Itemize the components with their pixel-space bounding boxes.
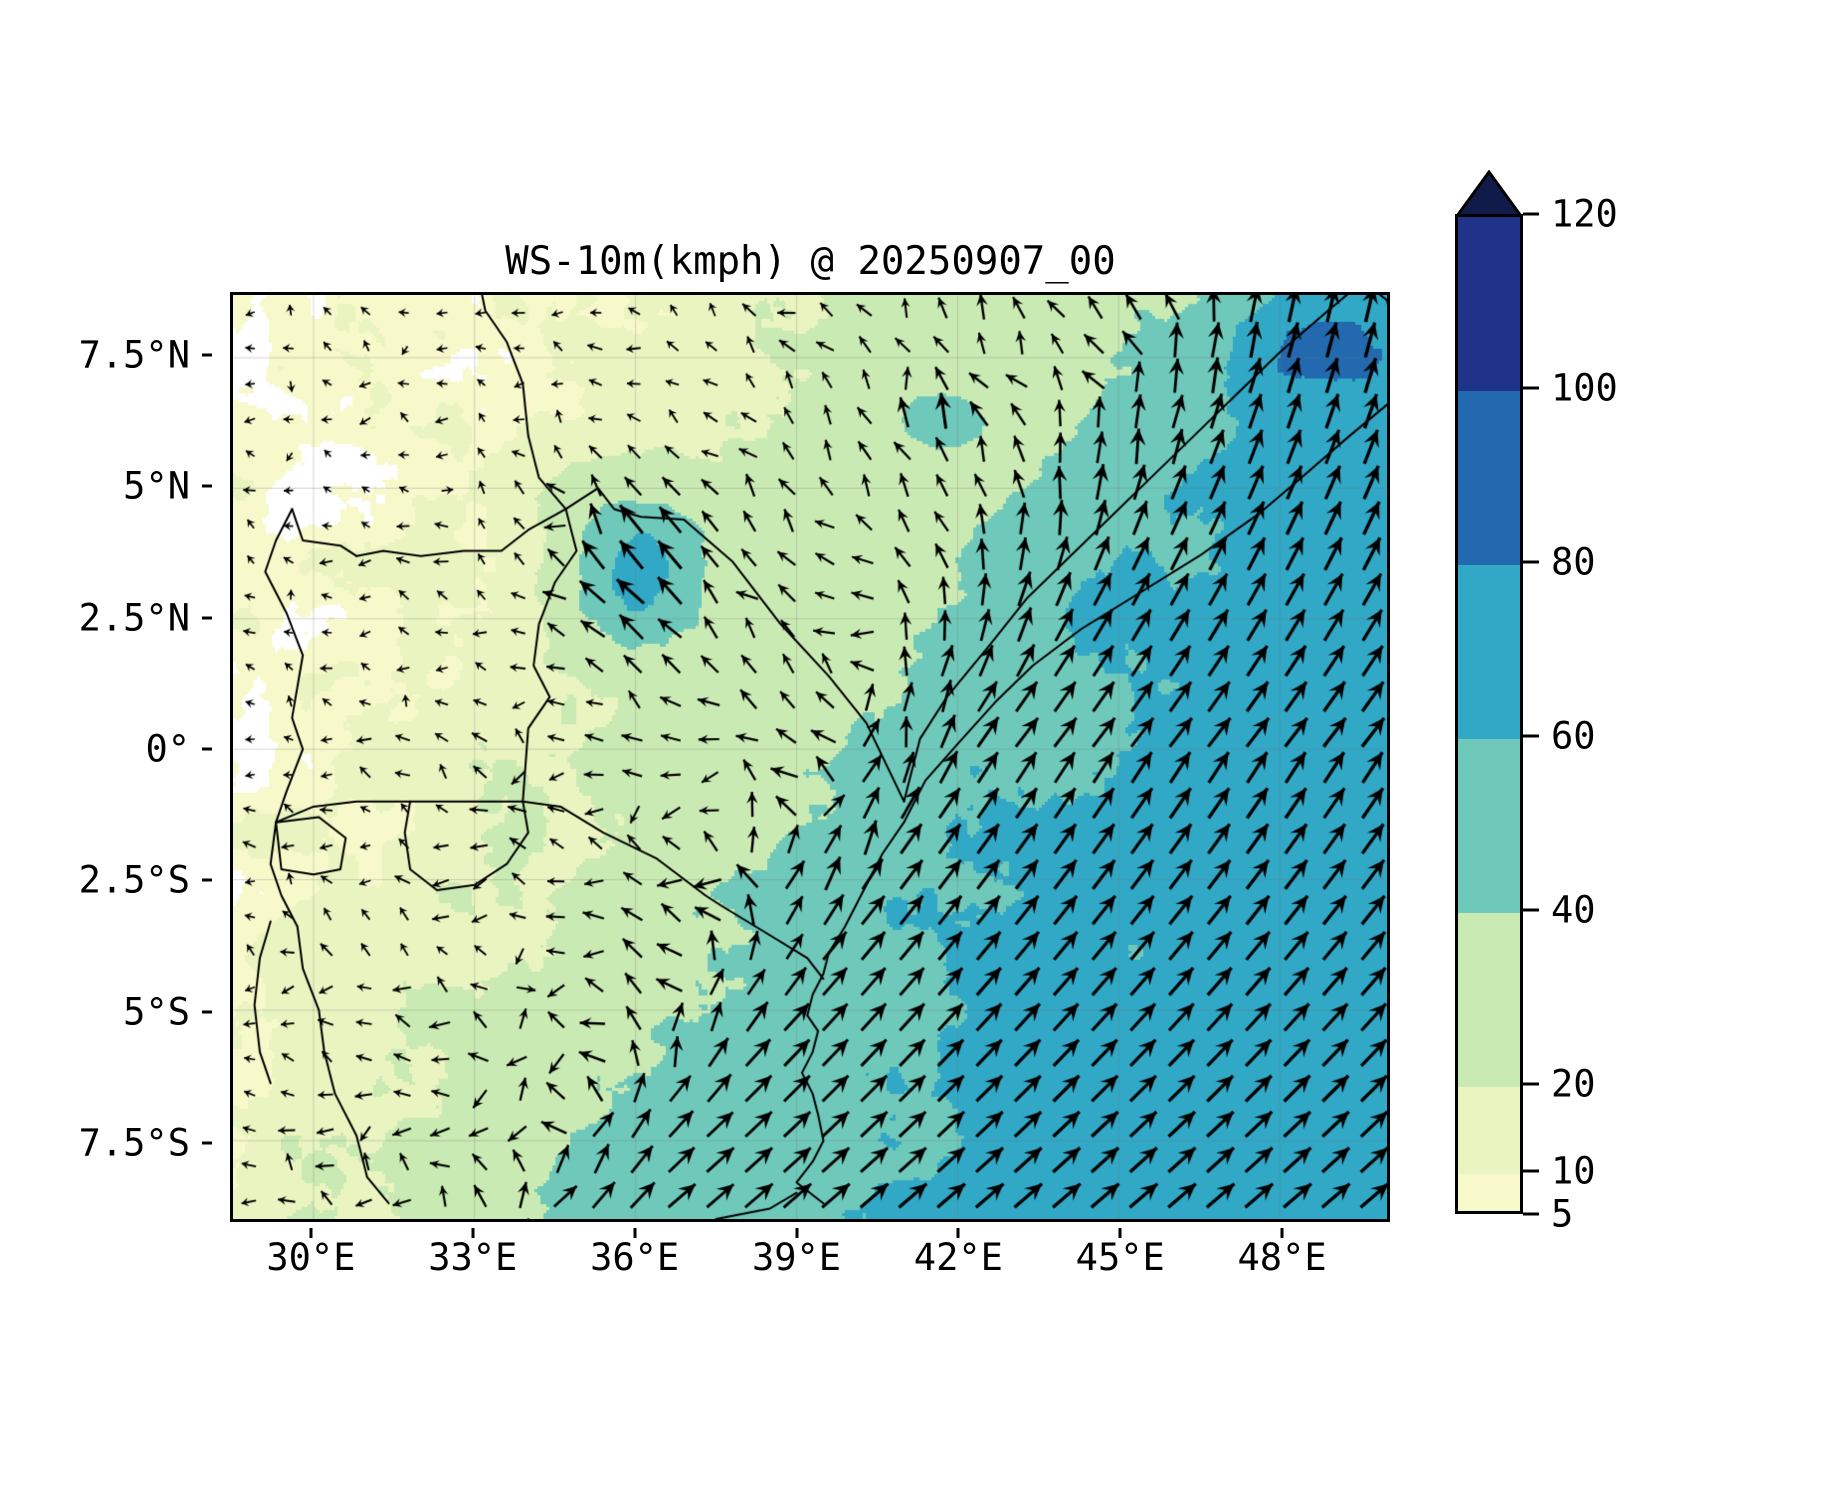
latitude-tick-label: 5°N	[123, 464, 190, 508]
longitude-tick-mark	[309, 1228, 313, 1238]
longitude-tick-label: 45°E	[1075, 1236, 1165, 1279]
colorbar-tick-mark	[1523, 212, 1539, 216]
longitude-tick-label: 30°E	[266, 1236, 356, 1279]
colorbar-tick-label: 100	[1551, 366, 1618, 410]
longitude-tick-mark	[1118, 1228, 1122, 1238]
latitude-axis: 7.5°N 5°N 2.5°N 0° 2.5°S 5°S 7.5°S	[0, 292, 212, 1222]
colorbar-band	[1458, 390, 1520, 565]
longitude-tick-label: 48°E	[1237, 1236, 1327, 1279]
colorbar-tick-label: 5	[1551, 1192, 1574, 1236]
longitude-tick-mark	[471, 1228, 475, 1238]
colorbar: 5 10 20 40 60 80 100 120	[1455, 170, 1785, 1315]
colorbar-band	[1458, 912, 1520, 1087]
colorbar-tick-mark	[1523, 386, 1539, 390]
colorbar-tick-mark	[1523, 908, 1539, 912]
colorbar-tick-label: 80	[1551, 540, 1596, 584]
latitude-tick-mark	[202, 747, 212, 751]
longitude-axis: 30°E 33°E 36°E 39°E 42°E 45°E 48°E	[230, 1228, 1390, 1298]
latitude-tick-label: 2.5°N	[78, 596, 190, 640]
colorbar-tick-mark	[1523, 1212, 1539, 1216]
colorbar-extend-arrow-icon	[1455, 170, 1523, 218]
latitude-tick-label: 2.5°S	[78, 858, 190, 902]
colorbar-band	[1458, 1173, 1520, 1211]
longitude-tick-label: 33°E	[428, 1236, 518, 1279]
longitude-tick-mark	[956, 1228, 960, 1238]
colorbar-tick-mark	[1523, 560, 1539, 564]
latitude-tick-mark	[202, 484, 212, 488]
colorbar-tick-label: 120	[1551, 192, 1618, 236]
latitude-tick-label: 7.5°S	[78, 1121, 190, 1165]
colorbar-band	[1458, 217, 1520, 391]
colorbar-tick-label: 40	[1551, 888, 1596, 932]
latitude-tick-label: 0°	[145, 727, 190, 771]
colorbar-band	[1458, 1086, 1520, 1174]
latitude-tick-mark	[202, 1010, 212, 1014]
colorbar-tick-mark	[1523, 1082, 1539, 1086]
colorbar-tick-label: 20	[1551, 1062, 1596, 1106]
latitude-tick-label: 5°S	[123, 990, 190, 1034]
colorbar-gradient	[1455, 214, 1523, 1214]
map-canvas	[233, 295, 1387, 1219]
latitude-tick-label: 7.5°N	[78, 333, 190, 377]
colorbar-band	[1458, 738, 1520, 913]
latitude-tick-mark	[202, 1141, 212, 1145]
latitude-tick-mark	[202, 878, 212, 882]
longitude-tick-label: 36°E	[590, 1236, 680, 1279]
longitude-tick-label: 42°E	[913, 1236, 1003, 1279]
colorbar-tick-mark	[1523, 734, 1539, 738]
longitude-tick-mark	[1280, 1228, 1284, 1238]
longitude-tick-mark	[633, 1228, 637, 1238]
colorbar-band	[1458, 564, 1520, 739]
latitude-tick-mark	[202, 353, 212, 357]
title-line-primary: WS-10m(kmph) @ 20250907_00	[505, 239, 1116, 284]
colorbar-tick-mark	[1523, 1169, 1539, 1173]
map-plot-area	[230, 292, 1390, 1222]
colorbar-tick-label: 60	[1551, 714, 1596, 758]
latitude-tick-mark	[202, 616, 212, 620]
longitude-tick-mark	[795, 1228, 798, 1238]
colorbar-tick-label: 10	[1551, 1149, 1596, 1193]
longitude-tick-label: 39°E	[751, 1236, 842, 1279]
